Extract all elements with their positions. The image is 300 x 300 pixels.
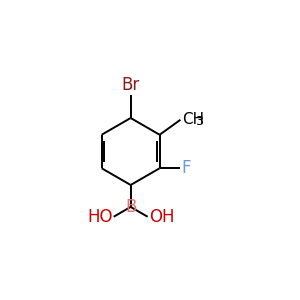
Text: 3: 3 xyxy=(195,115,203,128)
Text: CH: CH xyxy=(182,112,204,127)
Text: Br: Br xyxy=(122,76,140,94)
Text: F: F xyxy=(182,159,191,177)
Text: B: B xyxy=(125,198,136,216)
Text: OH: OH xyxy=(149,208,174,226)
Text: HO: HO xyxy=(87,208,112,226)
